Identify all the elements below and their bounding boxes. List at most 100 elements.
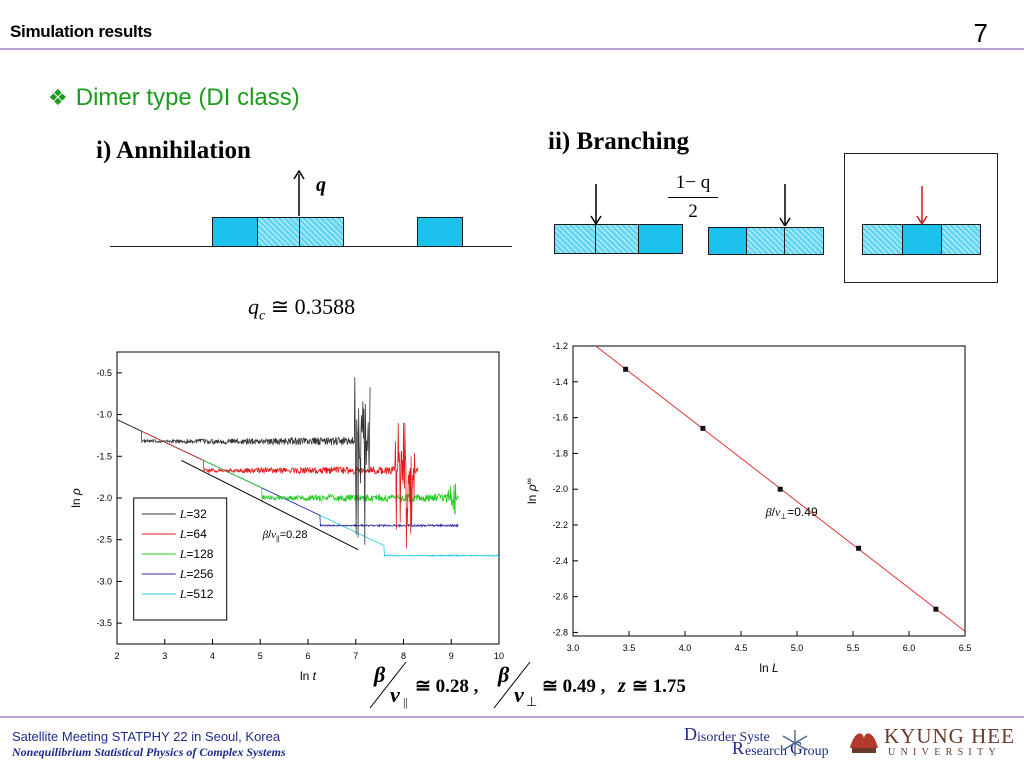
y-tick-label: -2.6 [552,592,568,602]
data-point [623,366,629,372]
legend-entry: L=32 [179,507,207,521]
snowflake-icon [782,730,808,756]
x-tick-label: 5.0 [791,643,804,653]
slash: / [268,529,272,541]
value: =0.49 [787,505,818,519]
y-tick-label: -2.0 [96,493,112,503]
highlight-box [844,153,998,283]
dimer-cell [784,227,824,255]
rate-q-label: q [316,174,326,196]
legend-entry: L=512 [179,587,214,601]
data-point [777,486,783,492]
nu-symbol: ν [775,505,781,519]
beta-symbol: β [373,662,386,687]
y-tick-label: -1.4 [552,377,568,387]
exponent-value-1: ≅ 0.28 , [415,676,479,697]
legend-val: =32 [186,507,207,521]
y-tick-label: -2.5 [96,535,112,545]
footer-subtitle: Nonequilibrium Statistical Physics of Co… [12,745,286,759]
slash: / [772,505,776,519]
plot-frame [572,345,966,637]
plot-area [117,376,499,558]
nu-symbol: ν [271,529,276,541]
branching-rate-fraction: 1− q 2 [668,172,718,232]
series-line-64 [117,419,419,549]
legend-var: L [179,507,187,521]
section-title: Dimer type (DI class) [75,84,300,111]
x-tick-label: 10 [494,651,504,661]
y-tick-label: -3.0 [96,576,112,586]
y-tick-label: -2.8 [552,627,568,637]
nu-symbol: ν [390,682,400,707]
series-line-32 [117,376,371,545]
parallel-subscript: || [403,695,408,709]
slope-guide-line [181,460,359,551]
up-arrow-icon [293,170,305,216]
x-tick-label: 3.0 [567,643,580,653]
particle-cell [708,227,747,255]
x-tick-label: 6 [305,651,310,661]
x-tick-label: 9 [449,651,454,661]
plot-area [595,346,965,632]
x-axis-var: t [313,669,317,683]
beta-symbol: β [765,505,772,519]
slope-annotation: β/ν⊥=0.49 [765,505,818,521]
y-axis-label: ln ρ [69,488,83,508]
y-tick-label: -1.5 [96,451,112,461]
legend-var: L [179,587,187,601]
y-tick-label: -2.2 [552,520,568,530]
data-point [933,606,939,612]
legend-entry: L=256 [179,567,214,581]
x-tick-label: 7 [353,651,358,661]
subscript: ⊥ [780,512,787,521]
university-subtitle: UNIVERSITY [888,747,1001,758]
particle-cell [212,217,258,247]
university-crest-icon [850,733,878,753]
beta-symbol: β [497,662,510,687]
exponent-value-2: ≅ 0.49 , [542,676,606,697]
page-number: 7 [973,18,988,48]
dimer-cell [746,227,785,255]
data-point [856,545,862,551]
value: =0.28 [280,529,308,541]
legend-var: L [179,547,187,561]
y-tick-label: -3.5 [96,618,112,628]
y-axis-var: ρ [69,488,83,496]
z-symbol: z [617,675,626,697]
annihilation-diagram: q [110,170,520,255]
x-tick-label: 5 [258,651,263,661]
y-tick-label: -1.6 [552,413,568,423]
x-tick-label: 4.0 [679,643,692,653]
header-divider [0,48,1024,50]
x-tick-label: 5.5 [847,643,860,653]
fraction-bar [668,197,718,198]
fit-line [595,346,965,632]
red-down-arrow-icon [916,186,928,226]
university-name: KYUNG HEE [884,724,1015,748]
branching-label: ii) Branching [548,128,689,155]
density-vs-size-chart: 3.0 3.5 4.0 4.5 5.0 5.5 6.0 6.5 -1.2 -1.4 -1.6 -1.8… [524,341,972,675]
slope-annotation: β/ν||=0.28 [262,529,308,543]
exponent-value-3: ≅ 1.75 [632,676,686,697]
section-heading: ❖ Dimer type (DI class) [48,84,300,112]
x-tick-label: 6.0 [903,643,916,653]
down-arrow-icon [590,184,602,226]
exponent-summary: β ν || ≅ 0.28 , β ν ⊥ ≅ 0.49 , z ≅ 1.75 [370,661,686,709]
footer-divider [0,716,1024,718]
x-tick-label: 4.5 [735,643,748,653]
x-axis-label: ln L [759,661,778,675]
y-tick-label: -1.0 [96,410,112,420]
y-tick-label: -2.0 [552,484,568,494]
legend-box [133,497,228,621]
particle-cell [902,224,942,255]
y-axis-var: ρ [525,484,539,492]
legend-val: =512 [186,587,213,601]
x-tick-label: 6.5 [959,643,972,653]
footer-conference: Satellite Meeting STATPHY 22 in Seoul, K… [12,729,281,744]
nu-symbol: ν [514,682,524,707]
annihilation-label: i) Annihilation [96,137,251,164]
x-tick-label: 3 [162,651,167,661]
research-group-logo: D isorder Syste R esearch G roup [684,724,829,759]
branching-diagram [554,184,826,256]
subscript: || [276,536,280,543]
